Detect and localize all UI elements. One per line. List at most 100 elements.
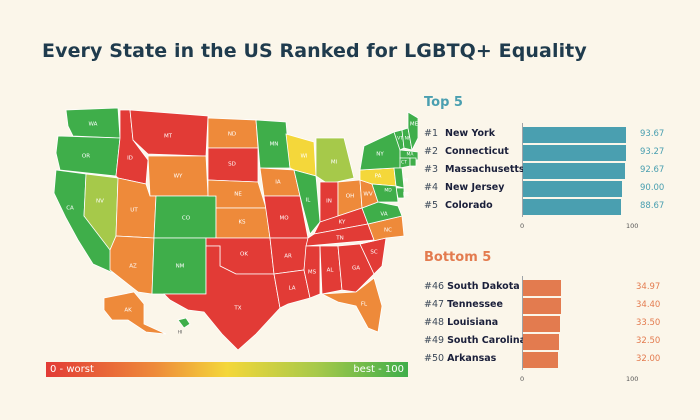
legend-low-label: 0 - worst [50, 364, 94, 375]
state-label: Tennessee [447, 299, 503, 310]
state-abbr-label: AK [124, 308, 132, 314]
state-abbr-label: NC [384, 228, 392, 234]
state-abbr-label: TX [233, 306, 241, 312]
state-abbr-label: TN [335, 236, 343, 242]
state-label: Massachusetts [445, 164, 525, 175]
state-abbr-label: WI [300, 154, 307, 160]
ranking-row: #47 Tennessee [424, 297, 503, 313]
ranking-row: #5 Colorado [424, 198, 493, 214]
bar [523, 181, 622, 197]
bar [523, 316, 560, 332]
state-abbr-label: LA [289, 286, 296, 292]
rank-label: #46 [424, 281, 445, 292]
legend-high-label: best - 100 [353, 364, 404, 375]
rank-label: #47 [424, 299, 445, 310]
state-abbr-label: CA [66, 206, 74, 212]
state-abbr-label: ID [127, 156, 133, 162]
state-shape-or [55, 135, 121, 177]
state-shape-ms [303, 245, 321, 299]
state-shape-mt [129, 109, 209, 157]
bar-value-label: 32.50 [636, 336, 661, 346]
bar [523, 298, 561, 314]
us-map-svg: WA OR CA NV ID MT WY UT AZ CO NM ND SD NE KS OK TX MN IA MO… [53, 107, 419, 351]
ranking-row: #48 Louisiana [424, 315, 498, 331]
state-abbr-label: MO [279, 216, 289, 222]
state-abbr-label: WY [174, 174, 183, 180]
state-abbr-label: MN [270, 142, 279, 148]
bar-value-label: 90.00 [640, 183, 665, 193]
bar [523, 199, 621, 215]
state-shape-me [407, 111, 419, 152]
state-abbr-label: IA [275, 180, 281, 186]
state-abbr-label: ME [410, 122, 418, 128]
state-abbr-label: NV [96, 199, 104, 205]
state-label: South Dakota [447, 281, 520, 292]
state-label: South Carolina [447, 335, 527, 346]
state-shape-md [371, 183, 399, 203]
state-abbr-label: NE [234, 192, 242, 198]
rank-label: #2 [424, 146, 439, 157]
us-choropleth-map: WA OR CA NV ID MT WY UT AZ CO NM ND SD NE KS OK TX MN IA MO… [38, 98, 419, 351]
axis-tick-label: 100 [626, 375, 639, 383]
state-label: Louisiana [447, 317, 499, 328]
state-abbr-label: SD [228, 162, 236, 168]
state-abbr-label: SC [370, 250, 377, 256]
bar-value-label: 93.67 [640, 129, 665, 139]
rank-label: #48 [424, 317, 445, 328]
state-abbr-label: NJ [404, 178, 409, 184]
state-abbr-label: RI [412, 166, 416, 172]
state-abbr-label: VT [397, 136, 403, 142]
state-abbr-label: MS [308, 270, 317, 276]
state-abbr-label: AZ [129, 264, 137, 270]
ranking-row: #2 Connecticut [424, 144, 509, 160]
state-abbr-label: MT [164, 134, 173, 140]
state-abbr-label: DE [403, 192, 409, 198]
state-shape-nj [393, 167, 405, 189]
state-abbr-label: MA [407, 152, 415, 158]
bar-axis-line [522, 276, 523, 370]
state-label: Colorado [445, 200, 493, 211]
state-abbr-label: OK [240, 252, 248, 258]
bar-value-label: 88.67 [640, 201, 665, 211]
state-abbr-label: FL [361, 302, 368, 308]
state-label: Connecticut [445, 146, 509, 157]
bar-value-label: 32.00 [636, 354, 661, 364]
state-abbr-label: KS [238, 220, 246, 226]
state-abbr-label: NY [376, 152, 384, 158]
state-abbr-label: IN [326, 199, 332, 205]
state-shape-ga [337, 243, 375, 293]
rank-label: #4 [424, 182, 439, 193]
ranking-row: #49 South Carolina [424, 333, 526, 349]
axis-tick-label: 0 [520, 222, 525, 230]
state-abbr-label: AL [327, 268, 335, 274]
state-abbr-label: WV [363, 192, 372, 198]
state-shape-ri [409, 157, 417, 167]
bar [523, 145, 626, 161]
axis-tick-label: 100 [626, 222, 639, 230]
state-shape-mi [315, 137, 355, 185]
state-shape-fl [320, 277, 383, 333]
bar [523, 334, 559, 350]
ranking-row: #46 South Dakota [424, 279, 520, 295]
rank-label: #3 [424, 164, 439, 175]
bar [523, 163, 625, 179]
bar [523, 127, 627, 143]
state-abbr-label: KY [339, 220, 346, 226]
bar-value-label: 33.50 [636, 318, 661, 328]
rank-label: #1 [424, 128, 439, 139]
state-abbr-label: OR [82, 154, 90, 160]
state-abbr-label: PA [375, 174, 382, 180]
ranking-row: #4 New Jersey [424, 180, 504, 196]
state-shape-hi [177, 317, 191, 329]
state-abbr-label: HI [178, 330, 183, 336]
color-scale-legend: 0 - worst best - 100 [46, 362, 408, 377]
state-abbr-label: IL [306, 198, 312, 204]
bar-value-label: 92.67 [640, 165, 665, 175]
chart-title: Every State in the US Ranked for LGBTQ+ … [42, 40, 587, 62]
ranking-row: #3 Massachusetts [424, 162, 525, 178]
state-label: New Jersey [445, 182, 505, 193]
state-shape-la [273, 269, 311, 309]
state-shape-ak [103, 291, 167, 335]
state-abbr-label: AR [284, 254, 292, 260]
ranking-row: #1 New York [424, 126, 495, 142]
